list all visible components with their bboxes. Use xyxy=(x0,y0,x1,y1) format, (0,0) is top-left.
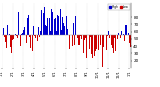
Bar xyxy=(26,35,27,43)
Bar xyxy=(21,34,22,35)
Bar xyxy=(43,13,44,35)
Bar xyxy=(123,34,124,35)
Bar xyxy=(99,35,100,40)
Bar xyxy=(78,35,79,45)
Bar xyxy=(15,34,16,35)
Bar xyxy=(124,35,125,41)
Bar xyxy=(92,35,93,58)
Bar xyxy=(44,7,45,35)
Bar xyxy=(52,12,53,35)
Bar xyxy=(36,33,37,35)
Bar xyxy=(107,35,108,36)
Bar xyxy=(24,27,25,35)
Bar xyxy=(118,33,119,35)
Bar xyxy=(129,35,130,43)
Bar xyxy=(103,35,104,47)
Bar xyxy=(91,35,92,54)
Legend: High, Low: High, Low xyxy=(108,4,130,10)
Bar xyxy=(109,35,110,38)
Bar xyxy=(116,18,117,35)
Bar xyxy=(45,25,46,35)
Bar xyxy=(95,35,96,51)
Bar xyxy=(23,30,24,35)
Bar xyxy=(111,35,112,45)
Bar xyxy=(48,19,49,35)
Bar xyxy=(85,35,86,38)
Bar xyxy=(57,15,58,35)
Bar xyxy=(29,35,30,37)
Bar xyxy=(84,35,85,40)
Bar xyxy=(55,18,56,35)
Bar xyxy=(53,12,54,35)
Bar xyxy=(54,19,55,35)
Bar xyxy=(80,35,81,36)
Bar xyxy=(69,35,70,49)
Bar xyxy=(3,28,4,35)
Bar xyxy=(104,35,105,60)
Bar xyxy=(117,35,118,39)
Bar xyxy=(22,33,23,35)
Bar xyxy=(49,18,50,35)
Bar xyxy=(96,35,97,49)
Bar xyxy=(113,35,114,53)
Bar xyxy=(126,25,127,35)
Bar xyxy=(94,35,95,56)
Bar xyxy=(14,34,15,35)
Bar xyxy=(122,35,123,41)
Bar xyxy=(61,30,62,35)
Bar xyxy=(58,16,59,35)
Bar xyxy=(8,23,9,35)
Bar xyxy=(28,15,29,35)
Bar xyxy=(6,35,7,48)
Bar xyxy=(59,14,60,35)
Bar xyxy=(16,35,17,36)
Bar xyxy=(9,34,10,35)
Bar xyxy=(18,11,19,35)
Bar xyxy=(114,35,115,38)
Bar xyxy=(81,35,82,39)
Bar xyxy=(50,31,51,35)
Bar xyxy=(5,35,6,42)
Bar xyxy=(56,31,57,35)
Bar xyxy=(27,18,28,35)
Bar xyxy=(90,35,91,37)
Bar xyxy=(112,35,113,48)
Bar xyxy=(89,35,90,49)
Bar xyxy=(83,35,84,53)
Bar xyxy=(31,28,32,35)
Bar xyxy=(33,26,34,35)
Bar xyxy=(79,35,80,45)
Bar xyxy=(76,19,77,35)
Bar xyxy=(41,10,42,35)
Bar xyxy=(74,35,75,45)
Bar xyxy=(19,29,20,35)
Bar xyxy=(39,35,40,37)
Bar xyxy=(38,27,39,35)
Bar xyxy=(17,35,18,38)
Bar xyxy=(11,35,12,53)
Bar xyxy=(46,26,47,35)
Bar xyxy=(12,35,13,40)
Bar xyxy=(62,17,63,35)
Bar xyxy=(106,35,107,50)
Bar xyxy=(34,35,35,36)
Bar xyxy=(108,31,109,35)
Bar xyxy=(40,31,41,35)
Bar xyxy=(64,26,65,35)
Bar xyxy=(72,35,73,46)
Bar xyxy=(13,35,14,39)
Bar xyxy=(73,23,74,35)
Bar xyxy=(66,16,67,35)
Bar xyxy=(51,9,52,35)
Bar xyxy=(86,35,87,58)
Bar xyxy=(121,31,122,35)
Bar xyxy=(67,29,68,35)
Bar xyxy=(4,35,5,37)
Bar xyxy=(63,23,64,35)
Bar xyxy=(10,35,11,47)
Bar xyxy=(130,35,131,47)
Bar xyxy=(120,35,121,38)
Bar xyxy=(125,25,126,35)
Bar xyxy=(102,35,103,67)
